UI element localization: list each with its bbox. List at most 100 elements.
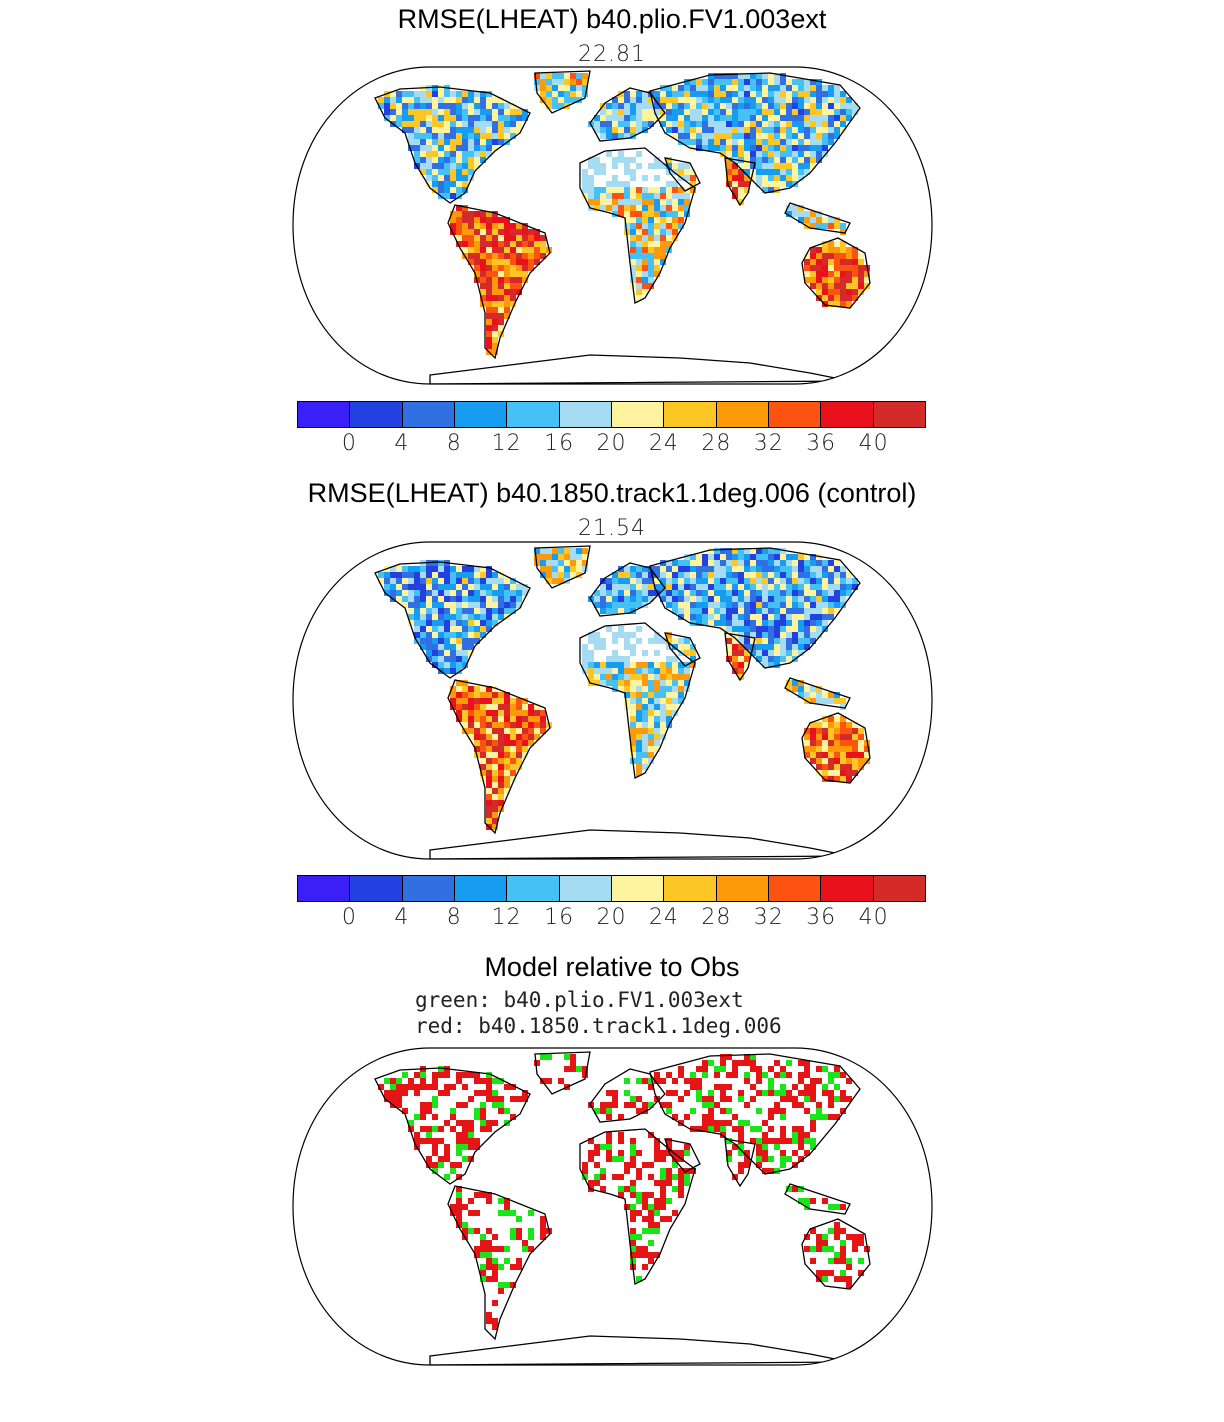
- rmse-cell: [792, 608, 798, 614]
- rmse-cell: [744, 157, 750, 163]
- rmse-cell: [702, 79, 708, 85]
- rmse-cell: [474, 145, 480, 151]
- comparison-cell: [804, 1066, 810, 1072]
- rmse-cell: [678, 121, 684, 127]
- rmse-cell: [630, 109, 636, 115]
- rmse-cell: [816, 289, 822, 295]
- rmse-cell: [642, 728, 648, 734]
- rmse-cell: [798, 217, 804, 223]
- comparison-cell: [810, 1120, 816, 1126]
- rmse-cell: [612, 181, 618, 187]
- rmse-cell: [600, 662, 606, 668]
- rmse-cell: [636, 578, 642, 584]
- comparison-cell: [636, 1210, 642, 1216]
- comparison-cell: [834, 1072, 840, 1078]
- rmse-cell: [504, 728, 510, 734]
- comparison-cell: [732, 1114, 738, 1120]
- rmse-cell: [768, 157, 774, 163]
- rmse-cell: [522, 247, 528, 253]
- rmse-cell: [660, 656, 666, 662]
- rmse-cell: [582, 656, 588, 662]
- rmse-cell: [846, 728, 852, 734]
- rmse-cell: [462, 626, 468, 632]
- rmse-cell: [468, 692, 474, 698]
- rmse-cell: [654, 584, 660, 590]
- rmse-cell: [630, 211, 636, 217]
- rmse-cell: [672, 656, 678, 662]
- rmse-cell: [396, 109, 402, 115]
- rmse-cell: [420, 596, 426, 602]
- comparison-cell: [600, 1168, 606, 1174]
- rmse-cell: [756, 608, 762, 614]
- comparison-cell: [408, 1084, 414, 1090]
- comparison-cell: [690, 1168, 696, 1174]
- rmse-cell: [456, 187, 462, 193]
- rmse-cell: [624, 163, 630, 169]
- comparison-cell: [774, 1102, 780, 1108]
- rmse-cell: [648, 680, 654, 686]
- comparison-cell: [528, 1234, 534, 1240]
- comparison-cell: [492, 1300, 498, 1306]
- rmse-cell: [492, 271, 498, 277]
- rmse-cell: [492, 247, 498, 253]
- rmse-cell: [762, 572, 768, 578]
- comparison-cell: [756, 1138, 762, 1144]
- rmse-cell: [438, 187, 444, 193]
- rmse-cell: [738, 157, 744, 163]
- rmse-cell: [444, 175, 450, 181]
- rmse-cell: [834, 770, 840, 776]
- comparison-cell: [786, 1138, 792, 1144]
- rmse-cell: [696, 145, 702, 151]
- rmse-cell: [630, 680, 636, 686]
- comparison-cell: [840, 1252, 846, 1258]
- rmse-cell: [660, 662, 666, 668]
- comparison-cell: [474, 1252, 480, 1258]
- rmse-cell: [690, 662, 696, 668]
- rmse-cell: [810, 139, 816, 145]
- rmse-cell: [786, 163, 792, 169]
- rmse-cell: [444, 572, 450, 578]
- rmse-cell: [834, 746, 840, 752]
- rmse-cell: [504, 590, 510, 596]
- rmse-cell: [606, 680, 612, 686]
- rmse-cell: [840, 746, 846, 752]
- comparison-cell: [684, 1078, 690, 1084]
- rmse-cell: [492, 217, 498, 223]
- rmse-cell: [552, 560, 558, 566]
- rmse-cell: [744, 626, 750, 632]
- rmse-cell: [456, 157, 462, 163]
- comparison-cell: [468, 1138, 474, 1144]
- rmse-cell: [804, 572, 810, 578]
- rmse-cell: [654, 91, 660, 97]
- rmse-cell: [642, 692, 648, 698]
- rmse-cell: [828, 566, 834, 572]
- rmse-cell: [516, 710, 522, 716]
- rmse-cell: [684, 560, 690, 566]
- comparison-cell: [810, 1228, 816, 1234]
- comparison-cell: [726, 1096, 732, 1102]
- comparison-cell: [378, 1084, 384, 1090]
- comparison-cell: [720, 1090, 726, 1096]
- rmse-cell: [438, 620, 444, 626]
- rmse-cell: [474, 686, 480, 692]
- comparison-cell: [828, 1204, 834, 1210]
- rmse-cell: [642, 157, 648, 163]
- rmse-cell: [660, 590, 666, 596]
- comparison-cell: [390, 1078, 396, 1084]
- comparison-cell: [720, 1096, 726, 1102]
- rmse-cell: [492, 307, 498, 313]
- rmse-cell: [696, 115, 702, 121]
- rmse-cell: [600, 674, 606, 680]
- rmse-cell: [630, 271, 636, 277]
- rmse-cell: [816, 698, 822, 704]
- rmse-cell: [438, 662, 444, 668]
- rmse-cell: [648, 103, 654, 109]
- rmse-cell: [816, 127, 822, 133]
- rmse-cell: [468, 247, 474, 253]
- rmse-cell: [480, 211, 486, 217]
- comparison-cell: [492, 1090, 498, 1096]
- rmse-cell: [516, 734, 522, 740]
- rmse-cell: [846, 578, 852, 584]
- rmse-cell: [498, 734, 504, 740]
- rmse-cell: [636, 163, 642, 169]
